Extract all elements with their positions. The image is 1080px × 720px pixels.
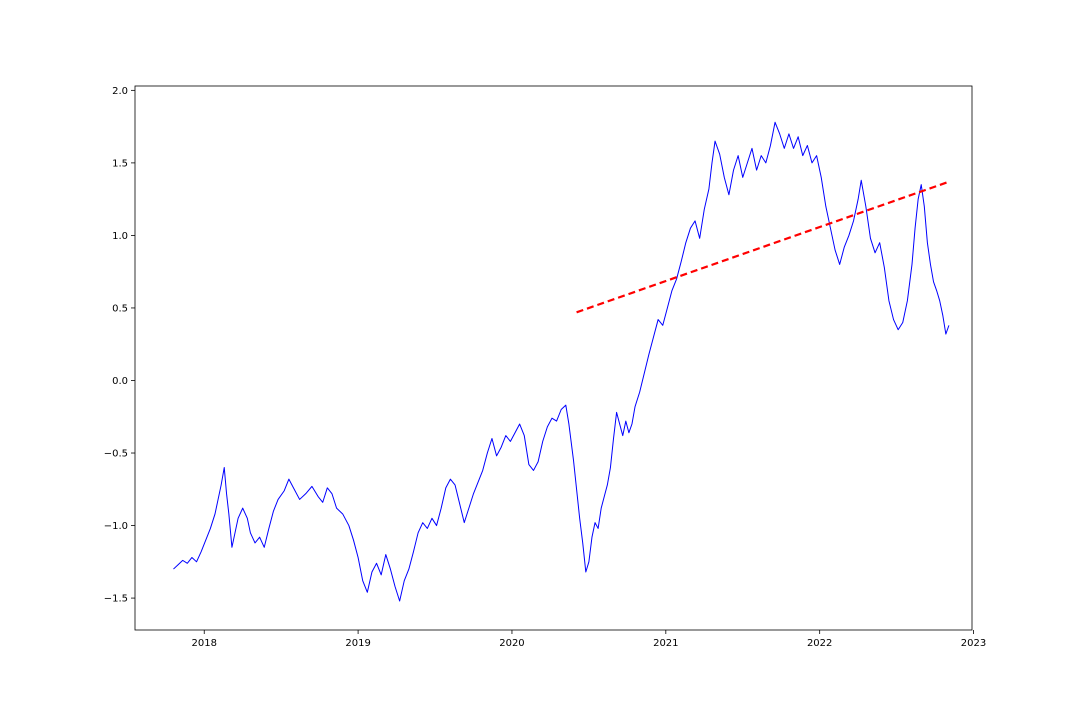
x-tick-label: 2021: [653, 638, 678, 649]
axis-layer: 2018 2019 2020 2021 2022 2023 −1.5 −1.0 −0.5 0.0 0…: [104, 85, 986, 649]
y-tick-label: −1.0: [104, 521, 128, 532]
y-tick-label: 1.0: [112, 231, 128, 242]
y-tick-label: −1.5: [104, 594, 128, 605]
y-tick-label: −0.5: [104, 449, 128, 460]
trend-line: [576, 180, 950, 314]
y-tick-label: 1.5: [112, 158, 128, 169]
price-line: [173, 121, 950, 602]
x-tick-label: 2023: [961, 638, 986, 649]
y-tick-label: 0.0: [112, 376, 128, 387]
plot-frame: [134, 85, 973, 631]
y-tick-label: 0.5: [112, 303, 128, 314]
series-layer: [173, 121, 950, 602]
x-tick-label: 2022: [807, 638, 832, 649]
y-tick-label: 2.0: [112, 86, 128, 97]
x-tick-label: 2020: [499, 638, 524, 649]
x-tick-label: 2018: [192, 638, 217, 649]
x-tick-label: 2019: [345, 638, 370, 649]
